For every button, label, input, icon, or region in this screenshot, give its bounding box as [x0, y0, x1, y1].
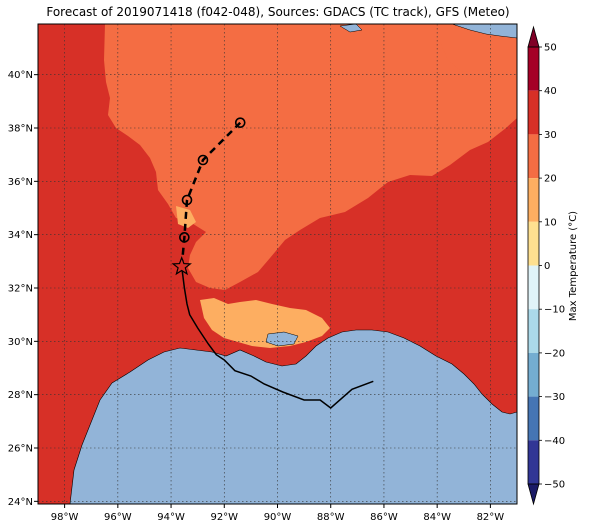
colorbar-band [528, 352, 539, 397]
colorbar-extend-top [527, 25, 540, 48]
colorbar-tick-label: 0 [544, 261, 550, 272]
colorbar-band [528, 265, 539, 310]
atlantic-fragment [451, 24, 517, 39]
current-position-star-icon [171, 255, 192, 276]
map-panel [38, 24, 517, 504]
colorbar-band [528, 396, 539, 441]
track-past-line [180, 266, 374, 409]
colorbar-tick-label: −50 [544, 480, 565, 491]
colorbar-tick-label: 10 [544, 217, 557, 228]
colorbar-tick-label: 40 [544, 86, 557, 97]
band-20-30-east [440, 24, 517, 74]
lon-tick-label: 90°W [264, 512, 292, 523]
lon-tick-label: 84°W [423, 512, 451, 523]
lat-tick-label: 32°N [8, 284, 33, 295]
lon-tick-label: 96°W [104, 512, 132, 523]
colorbar-extend-bottom [527, 483, 540, 506]
lon-tick-label: 82°W [477, 512, 505, 523]
colorbar-tick-label: 30 [544, 130, 557, 141]
map-gridlines [38, 24, 517, 504]
lon-tick-label: 86°W [370, 512, 398, 523]
colorbar-band [528, 90, 539, 135]
gulf-of-mexico [69, 329, 517, 504]
colorbar-tick-label: −10 [544, 305, 565, 316]
lon-tick-label: 88°W [317, 512, 345, 523]
colorbar-band [528, 134, 539, 179]
lat-tick-label: 34°N [8, 230, 33, 241]
colorbar: 50 40 30 20 10 0 −10 −20 −30 −40 −50 [527, 25, 565, 506]
lat-tick-label: 36°N [8, 177, 33, 188]
track-forecast-points [179, 117, 246, 243]
track-point-marker [234, 117, 246, 128]
colorbar-tick-label: −40 [544, 436, 565, 447]
track-point-marker [179, 232, 190, 243]
lat-tick-label: 26°N [8, 444, 33, 455]
track-point-marker [181, 194, 193, 206]
longitude-ticks: 98°W 96°W 94°W 92°W 90°W 88°W 86°W 84°W 82°W [51, 504, 505, 523]
band-10-20 [200, 298, 330, 348]
band-20-30 [104, 24, 517, 290]
lon-tick-label: 94°W [157, 512, 185, 523]
lon-tick-label: 92°W [210, 512, 238, 523]
colorbar-label: Max Temperature (°C) [568, 211, 579, 321]
lake-pontchartrain [265, 331, 299, 347]
colorbar-tick-label: 20 [544, 174, 557, 185]
small-lake [339, 24, 363, 33]
figure-title: Forecast of 2019071418 (f042-048), Sourc… [46, 5, 509, 19]
track-forecast-line [180, 121, 242, 267]
latitude-ticks: 24°N 26°N 28°N 30°N 32°N 34°N 36°N 38°N 40°N [8, 70, 38, 508]
colorbar-band [528, 309, 539, 353]
lon-tick-label: 98°W [51, 512, 79, 523]
colorbar-band [528, 221, 539, 266]
lat-tick-label: 38°N [8, 124, 33, 135]
track-point-marker [197, 154, 209, 166]
colorbar-tick-label: −30 [544, 392, 565, 403]
colorbar-band [528, 178, 539, 222]
lat-tick-label: 30°N [8, 337, 33, 348]
lat-tick-label: 40°N [8, 70, 33, 81]
lat-tick-label: 28°N [8, 390, 33, 401]
colorbar-tick-label: 50 [544, 43, 557, 54]
colorbar-band [528, 47, 539, 91]
colorbar-band [528, 440, 539, 484]
colorbar-tick-label: −20 [544, 348, 565, 359]
lat-tick-label: 24°N [8, 497, 33, 508]
